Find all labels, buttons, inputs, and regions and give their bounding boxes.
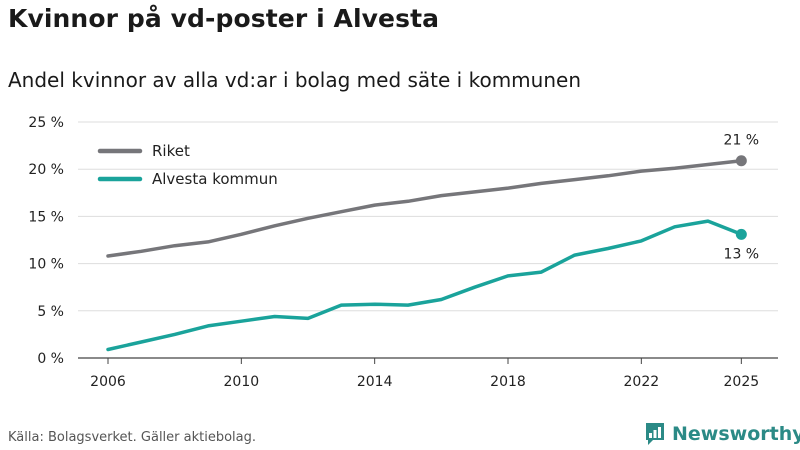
x-tick-label: 2014 [357,374,393,390]
data-label: 13 % [724,246,760,262]
x-tick-label: 2022 [624,374,660,390]
y-tick-label: 0 % [37,351,64,367]
brand-logo: Newsworthy [644,419,800,449]
y-tick-label: 25 % [28,115,64,131]
y-tick-label: 5 % [37,304,64,320]
brand-name: Newsworthy [672,423,800,445]
chart-subtitle: Andel kvinnor av alla vd:ar i bolag med … [8,68,581,92]
y-tick-label: 10 % [28,257,64,273]
data-label: 21 % [724,133,760,149]
chart-title: Kvinnor på vd-poster i Alvesta [8,4,440,33]
legend-label: Riket [152,142,190,160]
series-end-point [735,155,747,167]
series-end-point [735,228,747,240]
x-tick-label: 2010 [224,374,260,390]
newsworthy-logo-icon [646,423,664,445]
series-line-alvesta [106,219,744,352]
y-tick-label: 15 % [28,209,64,225]
x-tick-label: 2025 [724,374,760,390]
source-note: Källa: Bolagsverket. Gäller aktiebolag. [8,430,257,445]
series-line-riket [106,158,744,258]
y-tick-label: 20 % [28,162,64,178]
x-tick-label: 2018 [490,374,526,390]
x-tick-label: 2006 [90,374,126,390]
legend-label: Alvesta kommun [152,170,278,188]
